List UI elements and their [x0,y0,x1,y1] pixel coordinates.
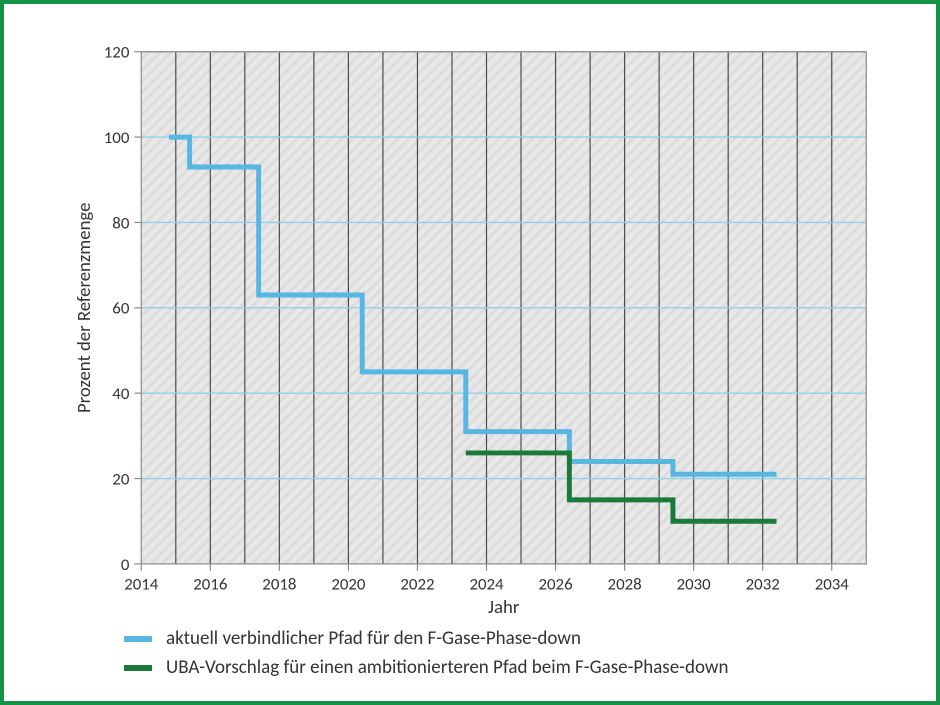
svg-text:80: 80 [112,212,130,233]
legend-item: UBA-Vorschlag für einen ambitionierteren… [124,656,896,679]
svg-text:0: 0 [121,554,130,575]
x-axis-label: Jahr [488,596,520,619]
svg-text:2034: 2034 [815,574,850,595]
svg-text:2014: 2014 [124,574,159,595]
svg-text:2028: 2028 [608,574,642,595]
svg-text:20: 20 [112,468,130,489]
svg-text:2030: 2030 [677,574,712,595]
svg-text:100: 100 [104,127,130,148]
y-axis-label: Prozent der Referenzmenge [73,203,96,413]
legend-item: aktuell verbindlicher Pfad für den F-Gas… [124,627,896,650]
svg-text:60: 60 [112,298,130,319]
svg-text:2016: 2016 [193,574,227,595]
svg-text:2020: 2020 [331,574,366,595]
svg-text:2032: 2032 [746,574,780,595]
legend-swatch [124,636,152,642]
svg-text:40: 40 [112,383,130,404]
svg-text:120: 120 [104,42,130,63]
svg-text:2022: 2022 [400,574,434,595]
chart-plot: 2014 2016 2018 2020 2022 2024 2026 2028 2030 2032… [64,34,896,631]
legend: aktuell verbindlicher Pfad für den F-Gas… [124,621,896,685]
legend-swatch [124,665,152,671]
legend-label: UBA-Vorschlag für einen ambitionierteren… [166,656,729,679]
svg-text:2024: 2024 [469,574,504,595]
svg-text:2026: 2026 [538,574,572,595]
legend-label: aktuell verbindlicher Pfad für den F-Gas… [166,627,581,650]
chart-svg: 2014 2016 2018 2020 2022 2024 2026 2028 2030 2032… [64,34,896,631]
chart-frame: 2014 2016 2018 2020 2022 2024 2026 2028 2030 2032… [0,0,940,705]
svg-text:2018: 2018 [262,574,296,595]
